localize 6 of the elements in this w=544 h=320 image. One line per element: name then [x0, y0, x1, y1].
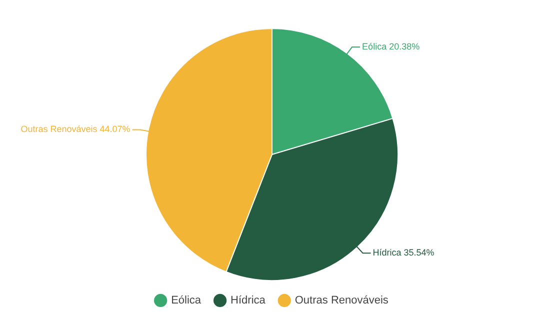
- data-label: Outras Renováveis 44.07%: [20, 124, 130, 134]
- legend-label: Eólica: [171, 294, 202, 307]
- data-label: Hídrica 35.54%: [372, 248, 434, 258]
- legend-label: Hídrica: [230, 294, 266, 307]
- legend-label: Outras Renováveis: [294, 294, 389, 307]
- data-label: Eólica 20.38%: [362, 42, 420, 52]
